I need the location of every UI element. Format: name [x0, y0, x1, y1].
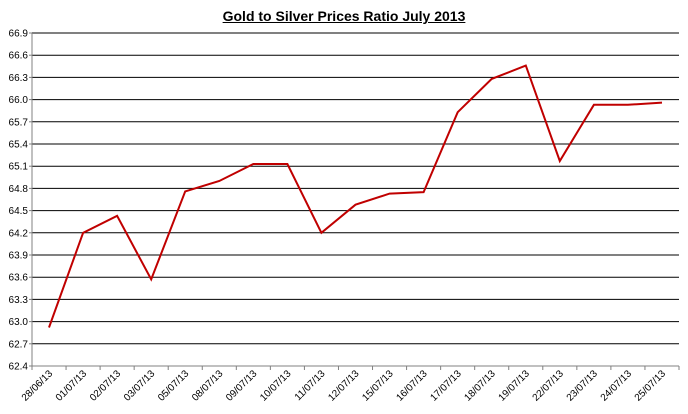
y-tick-label: 64.2 [9, 228, 29, 239]
x-tick-label: 17/07/13 [428, 368, 464, 404]
y-tick-label: 64.8 [9, 184, 29, 195]
x-tick-label: 03/07/13 [122, 368, 158, 404]
grid-lines [32, 32, 679, 345]
x-tick-label: 11/07/13 [293, 368, 328, 403]
y-tick-label: 66.9 [9, 29, 29, 40]
x-tick-labels: 28/06/1301/07/1302/07/1303/07/1305/07/13… [20, 368, 669, 404]
x-tick-label: 18/07/13 [463, 368, 499, 404]
y-tick-label: 66.0 [9, 95, 29, 106]
x-tick-label: 16/07/13 [394, 368, 430, 404]
x-tick-label: 22/07/13 [531, 368, 567, 404]
y-tick-label: 63.6 [9, 273, 29, 284]
y-tick-label: 66.6 [9, 51, 29, 62]
x-tick-label: 24/07/13 [599, 368, 635, 404]
chart-title: Gold to Silver Prices Ratio July 2013 [222, 8, 466, 24]
y-tick-labels: 62.4 62.7 63.0 63.3 63.6 63.9 64.2 64.5 64.8 65.1… [9, 29, 29, 373]
data-series [48, 64, 663, 328]
y-tick-label: 63.0 [9, 317, 29, 328]
series-line [48, 64, 663, 328]
y-tick-label: 66.3 [9, 73, 29, 84]
chart-axes [29, 32, 680, 370]
x-tick-label: 25/07/13 [633, 368, 669, 404]
x-tick-label: 08/07/13 [190, 368, 226, 404]
x-tick-label: 15/07/13 [360, 368, 396, 404]
x-tick-label: 02/07/13 [88, 368, 124, 404]
x-tick-label: 10/07/13 [258, 368, 294, 404]
x-tick-label: 01/07/13 [54, 368, 90, 404]
y-tick-label: 63.9 [9, 251, 29, 262]
y-tick-label: 63.3 [9, 295, 29, 306]
y-tick-label: 65.4 [9, 140, 29, 151]
y-tick-label: 62.7 [9, 339, 29, 350]
y-tick-label: 65.7 [9, 117, 29, 128]
x-tick-label: 19/07/13 [497, 368, 533, 404]
x-tick-label: 28/06/13 [20, 368, 56, 404]
x-tick-label: 05/07/13 [156, 368, 192, 404]
y-tick-label: 62.4 [9, 362, 29, 373]
x-tick-label: 12/07/13 [326, 368, 362, 404]
x-tick-label: 23/07/13 [565, 368, 601, 404]
y-tick-label: 64.5 [9, 206, 29, 217]
x-tick-label: 09/07/13 [224, 368, 260, 404]
y-tick-label: 65.1 [9, 162, 29, 173]
